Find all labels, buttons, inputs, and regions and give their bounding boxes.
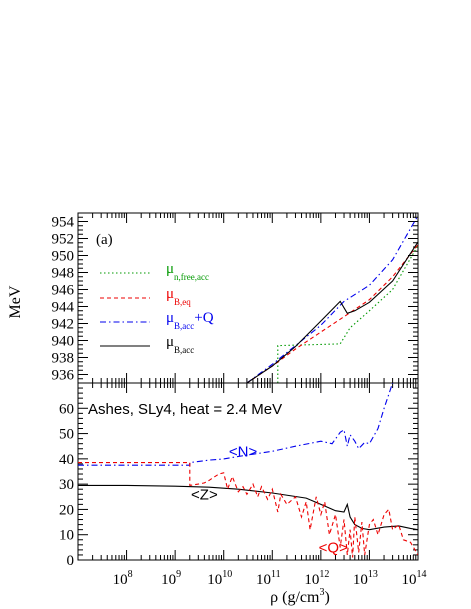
legend-subscript: B,acc bbox=[174, 321, 194, 331]
top-y-tick-label: 952 bbox=[52, 232, 75, 248]
top-series-line-2 bbox=[246, 215, 418, 383]
legend-suffix: +Q bbox=[194, 310, 213, 326]
legend-subscript: B,acc bbox=[174, 345, 194, 355]
bottom-y-tick-label: 0 bbox=[67, 553, 75, 569]
x-axis-title-sup: 3 bbox=[319, 587, 324, 598]
x-tick-exponent: 9 bbox=[176, 569, 181, 580]
top-y-tick-label: 954 bbox=[52, 215, 75, 231]
x-tick-label: 109 bbox=[161, 569, 181, 588]
annotation-text: Ashes, SLy4, heat = 2.4 MeV bbox=[88, 401, 282, 418]
x-axis-title-end: ) bbox=[324, 589, 329, 606]
bottom-series-line-0 bbox=[78, 383, 394, 466]
bottom-series-line-1 bbox=[78, 484, 418, 531]
x-tick-exponent: 13 bbox=[368, 569, 378, 580]
x-axis-title: ρ (g/cm3) bbox=[270, 587, 330, 606]
legend-label-2: μB,acc+Q bbox=[166, 310, 214, 331]
x-tick-exponent: 10 bbox=[222, 569, 232, 580]
x-tick-label: 1011 bbox=[256, 569, 281, 588]
series-label-2: <Q> bbox=[319, 539, 348, 556]
x-tick-label: 108 bbox=[113, 569, 133, 588]
bottom-y-tick-label: 40 bbox=[59, 452, 74, 468]
x-tick-exponent: 11 bbox=[271, 569, 281, 580]
y-axis-title: MeV bbox=[7, 285, 24, 318]
top-series-line-0 bbox=[277, 245, 418, 383]
top-y-tick-label: 948 bbox=[52, 266, 75, 282]
x-tick-label: 1014 bbox=[402, 569, 427, 588]
x-tick-label: 1010 bbox=[207, 569, 232, 588]
legend-label-0: μn,free,acc bbox=[166, 261, 209, 282]
series-label-0: <N> bbox=[229, 443, 258, 460]
legend-subscript: n,free,acc bbox=[174, 272, 209, 282]
x-tick-label: 1012 bbox=[304, 569, 329, 588]
legend-subscript: B,eq bbox=[174, 297, 191, 307]
top-y-tick-label: 946 bbox=[52, 283, 75, 299]
x-tick-exponent: 8 bbox=[128, 569, 133, 580]
x-tick-exponent: 12 bbox=[319, 569, 329, 580]
bottom-series-line-2 bbox=[78, 462, 418, 558]
series-label-1: <Z> bbox=[191, 486, 218, 503]
top-y-tick-label: 938 bbox=[52, 351, 75, 367]
chart-labels: MeV ρ (g/cm3) bbox=[7, 285, 330, 606]
top-y-tick-label: 936 bbox=[52, 368, 75, 384]
x-tick-exponent: 14 bbox=[417, 569, 427, 580]
bottom-y-tick-label: 60 bbox=[59, 401, 74, 417]
bottom-y-tick-label: 20 bbox=[59, 502, 74, 518]
bottom-y-tick-label: 10 bbox=[59, 528, 74, 544]
top-y-tick-label: 940 bbox=[52, 334, 75, 350]
legend-label-3: μB,acc bbox=[166, 334, 194, 355]
x-tick-label: 1013 bbox=[353, 569, 378, 588]
bottom-y-tick-label: 30 bbox=[59, 477, 74, 493]
legend-label-1: μB,eq bbox=[166, 286, 191, 307]
bottom-panel-frame bbox=[77, 382, 419, 561]
panel-label: (a) bbox=[96, 232, 113, 248]
bottom-y-tick-label: 50 bbox=[59, 427, 74, 443]
top-series-line-3 bbox=[246, 241, 418, 383]
top-y-tick-label: 950 bbox=[52, 249, 75, 265]
top-y-tick-label: 944 bbox=[52, 300, 75, 316]
top-y-tick-label: 942 bbox=[52, 317, 75, 333]
